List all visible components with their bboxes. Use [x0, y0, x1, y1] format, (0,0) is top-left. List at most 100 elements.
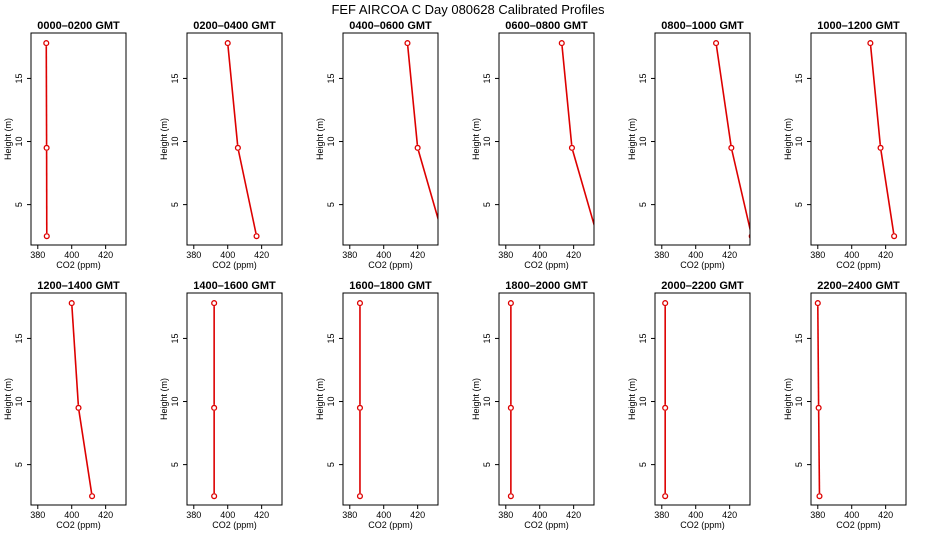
y-tick-label: 5	[638, 462, 648, 467]
y-tick-label: 15	[482, 333, 492, 343]
panel-title: 1400–1600 GMT	[193, 280, 276, 292]
x-tick-label: 400	[220, 250, 235, 260]
profile-point	[356, 404, 364, 411]
x-tick-label: 420	[566, 510, 581, 520]
profile-segment	[715, 45, 732, 145]
x-axis-label: CO2 (ppm)	[836, 260, 881, 270]
plot-frame	[30, 292, 127, 506]
x-tick-label: 380	[342, 250, 357, 260]
x-tick-label: 400	[376, 510, 391, 520]
y-axis-label: Height (m)	[471, 378, 481, 420]
profile-point	[68, 300, 75, 307]
profile-point	[558, 40, 565, 47]
y-axis-label: Height (m)	[783, 118, 793, 160]
panel-title: 1600–1800 GMT	[349, 280, 432, 292]
profile-point	[507, 300, 514, 307]
profile-point	[43, 40, 50, 47]
profile-series	[224, 40, 260, 240]
y-axis-label: Height (m)	[3, 118, 13, 160]
profile-segment	[406, 46, 419, 145]
x-tick-label: 400	[532, 250, 547, 260]
x-tick-label: 400	[844, 250, 859, 260]
x-tick-label: 400	[688, 250, 703, 260]
profile-point	[877, 144, 884, 151]
profile-point	[356, 300, 364, 307]
y-tick-label: 15	[794, 73, 804, 83]
profile-point	[441, 234, 446, 239]
x-axis-label: CO2 (ppm)	[56, 260, 101, 270]
profile-segment	[227, 46, 239, 145]
panel: 1000–1200 GMT 380 400 420 5 10 15 CO2 (ppm) Heig…	[783, 20, 907, 270]
x-tick-label: 380	[810, 250, 825, 260]
x-tick-label: 380	[498, 250, 513, 260]
x-tick-label: 380	[498, 510, 513, 520]
x-tick-label: 420	[566, 250, 581, 260]
plot-frame	[654, 32, 751, 246]
y-axis-label: Height (m)	[627, 378, 637, 420]
x-tick-label: 380	[30, 250, 45, 260]
x-tick-label: 420	[722, 250, 737, 260]
profile-point	[211, 300, 218, 307]
plot-frame	[30, 32, 127, 246]
profile-point	[89, 493, 96, 500]
profile-segment	[71, 306, 80, 405]
x-tick-label: 400	[64, 510, 79, 520]
x-tick-label: 400	[64, 250, 79, 260]
x-tick-label: 420	[878, 250, 893, 260]
y-tick-label: 10	[326, 397, 336, 407]
y-axis-label: Height (m)	[783, 378, 793, 420]
profile-segment	[731, 150, 750, 233]
panel-title: 0400–0600 GMT	[349, 20, 432, 32]
plot-frame	[186, 292, 283, 506]
profile-point	[816, 493, 823, 500]
profile-series	[713, 40, 750, 239]
panel: 2000–2200 GMT 380 400 420 5 10 15 CO2 (ppm) Heig…	[627, 280, 751, 530]
profile-segment	[869, 46, 882, 145]
profile-series	[356, 300, 364, 500]
y-tick-label: 10	[170, 397, 180, 407]
y-tick-label: 5	[170, 202, 180, 207]
profile-series	[211, 300, 218, 500]
profile-point	[891, 233, 898, 240]
panel: 1400–1600 GMT 380 400 420 5 10 15 CO2 (ppm) Heig…	[159, 280, 283, 530]
x-tick-label: 400	[844, 510, 859, 520]
y-tick-label: 15	[638, 73, 648, 83]
profile-segment	[417, 150, 438, 222]
y-tick-label: 5	[638, 202, 648, 207]
figure-title: FEF AIRCOA C Day 080628 Calibrated Profi…	[331, 2, 605, 17]
y-tick-label: 10	[638, 397, 648, 407]
y-tick-label: 10	[794, 137, 804, 147]
x-axis-label: CO2 (ppm)	[56, 520, 101, 530]
x-tick-label: 400	[220, 510, 235, 520]
y-tick-label: 5	[794, 202, 804, 207]
y-tick-label: 5	[482, 202, 492, 207]
profile-point	[815, 404, 822, 411]
y-tick-label: 5	[326, 462, 336, 467]
panel: 1200–1400 GMT 380 400 420 5 10 15 CO2 (ppm) Heig…	[3, 280, 127, 530]
panel-title: 2000–2200 GMT	[661, 280, 744, 292]
profile-point	[867, 40, 874, 47]
y-tick-label: 5	[482, 462, 492, 467]
plot-frame	[342, 292, 439, 506]
panel-title: 2200–2400 GMT	[817, 280, 900, 292]
x-tick-label: 420	[410, 250, 425, 260]
x-tick-label: 380	[654, 510, 669, 520]
x-tick-label: 380	[30, 510, 45, 520]
x-axis-label: CO2 (ppm)	[836, 520, 881, 530]
y-tick-label: 5	[170, 462, 180, 467]
y-tick-label: 15	[638, 333, 648, 343]
y-axis-label: Height (m)	[159, 118, 169, 160]
profile-segment	[237, 150, 257, 234]
profile-point	[75, 404, 82, 411]
profile-series	[662, 300, 669, 500]
y-tick-label: 15	[14, 73, 24, 83]
profile-point	[662, 300, 669, 307]
y-tick-label: 15	[326, 73, 336, 83]
y-tick-label: 15	[170, 333, 180, 343]
panel-title: 0200–0400 GMT	[193, 20, 276, 32]
plot-frame	[498, 32, 595, 246]
profile-series	[68, 300, 96, 500]
y-tick-label: 15	[482, 73, 492, 83]
y-tick-label: 10	[170, 137, 180, 147]
profile-segment	[817, 306, 820, 405]
